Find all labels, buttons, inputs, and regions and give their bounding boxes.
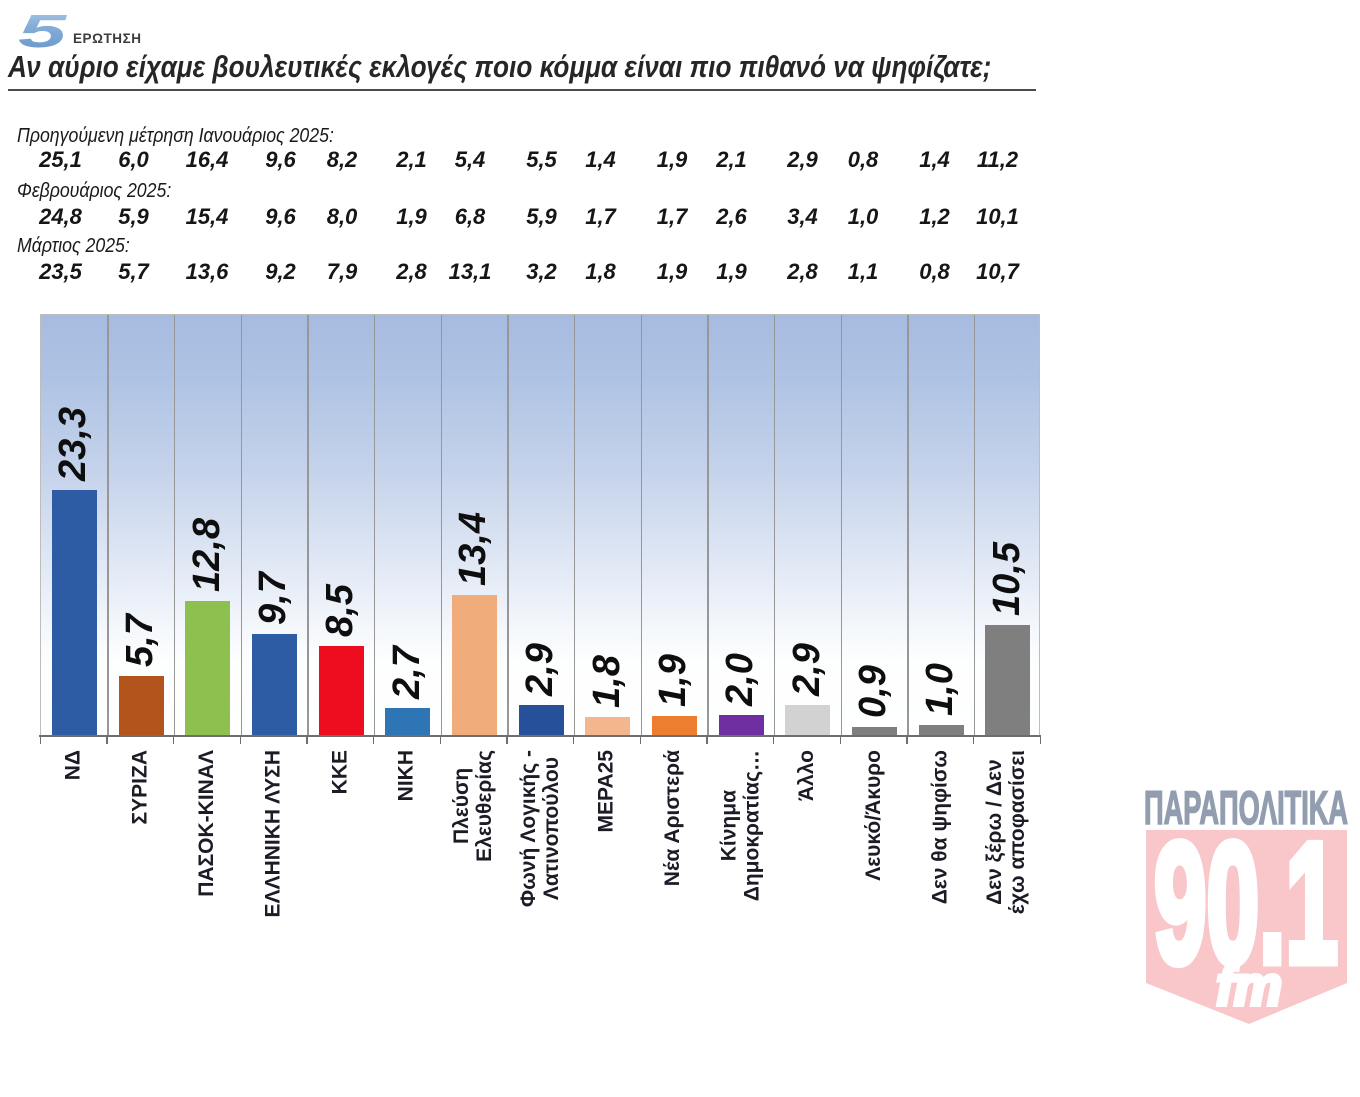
svg-text:90.1: 90.1 xyxy=(1154,808,1338,999)
svg-text:ΠΑΡΑΠΟΛΙΤΙΚΑ: ΠΑΡΑΠΟΛΙΤΙΚΑ xyxy=(1144,781,1348,834)
svg-text:fm: fm xyxy=(1216,954,1282,1017)
